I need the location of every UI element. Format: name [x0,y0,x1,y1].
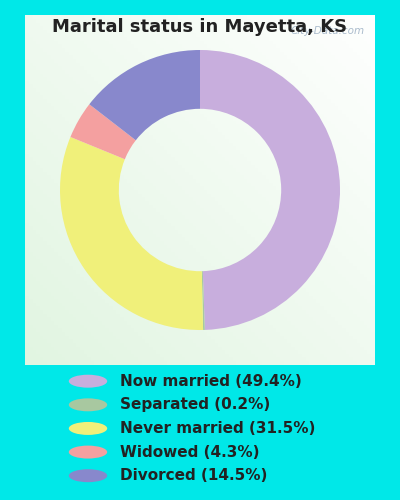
Text: City-Data.com: City-Data.com [290,26,364,36]
Wedge shape [200,50,340,330]
Circle shape [69,469,107,482]
Circle shape [69,374,107,388]
Wedge shape [70,104,136,160]
Circle shape [69,422,107,435]
Text: Widowed (4.3%): Widowed (4.3%) [120,444,260,460]
Text: Marital status in Mayetta, KS: Marital status in Mayetta, KS [52,18,348,36]
Text: Now married (49.4%): Now married (49.4%) [120,374,302,388]
Wedge shape [202,271,205,330]
Text: Divorced (14.5%): Divorced (14.5%) [120,468,267,483]
Circle shape [69,398,107,411]
Wedge shape [60,137,203,330]
Circle shape [69,446,107,458]
Wedge shape [89,50,200,140]
Text: Separated (0.2%): Separated (0.2%) [120,398,270,412]
Text: Never married (31.5%): Never married (31.5%) [120,421,315,436]
